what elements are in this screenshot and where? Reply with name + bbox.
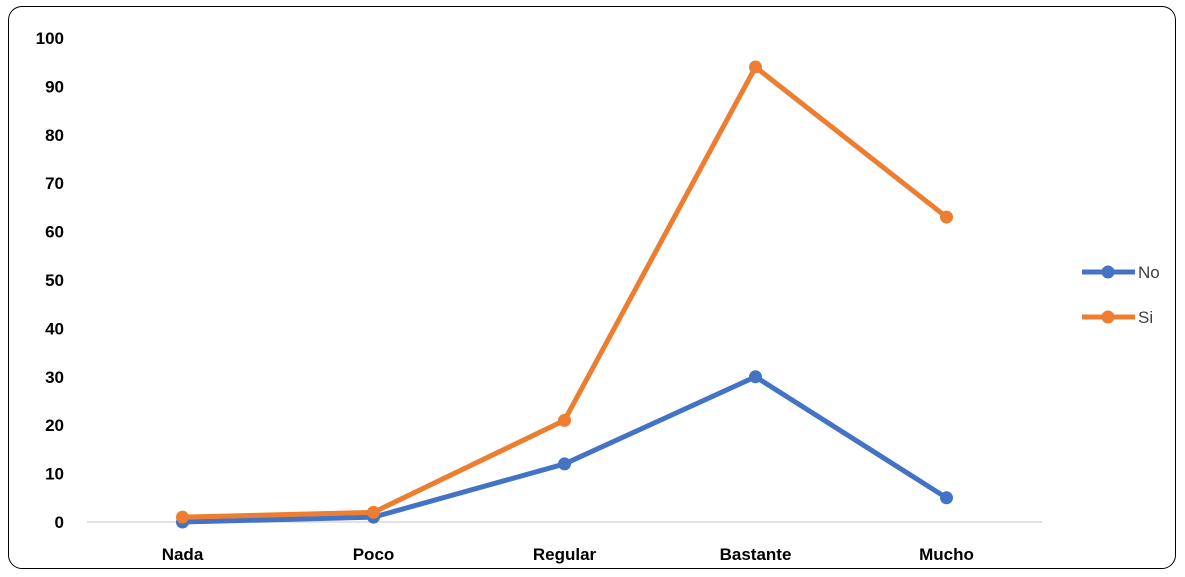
x-tick-label: Regular: [533, 545, 597, 564]
y-axis-ticks: 0 10 20 30 40 50 60 70 80 90 100: [36, 29, 64, 532]
legend: No Si: [1082, 263, 1160, 327]
y-tick-label: 30: [45, 368, 64, 387]
legend-label: Si: [1138, 308, 1153, 327]
y-tick-label: 80: [45, 126, 64, 145]
series-line-no: [180, 374, 949, 525]
data-point-si: [749, 60, 762, 74]
legend-marker-swatch: [1101, 265, 1115, 279]
y-tick-label: 50: [45, 271, 64, 290]
y-tick-label: 100: [36, 29, 64, 48]
data-point-no: [558, 457, 571, 471]
y-tick-label: 40: [45, 319, 64, 338]
x-tick-label: Mucho: [919, 545, 974, 564]
y-tick-label: 90: [45, 77, 64, 96]
y-tick-label: 10: [45, 465, 64, 484]
x-tick-label: Bastante: [720, 545, 792, 564]
x-tick-label: Poco: [353, 545, 395, 564]
series-points: [176, 60, 953, 529]
series-lines: [180, 64, 949, 525]
data-point-no: [749, 370, 762, 384]
legend-item-no: No: [1082, 263, 1160, 282]
data-point-si: [367, 505, 380, 519]
y-tick-label: 20: [45, 416, 64, 435]
y-tick-label: 70: [45, 174, 64, 193]
data-point-si: [558, 413, 571, 427]
data-point-si: [176, 510, 189, 524]
legend-label: No: [1138, 263, 1160, 282]
series-line-si: [180, 64, 949, 520]
x-axis-ticks: Nada Poco Regular Bastante Mucho: [162, 545, 974, 564]
legend-item-si: Si: [1082, 308, 1153, 327]
legend-marker-swatch: [1101, 310, 1115, 324]
x-tick-label: Nada: [162, 545, 204, 564]
y-tick-label: 60: [45, 223, 64, 242]
chart-frame: [8, 6, 1176, 569]
y-tick-label: 0: [55, 513, 64, 532]
data-point-si: [940, 210, 953, 224]
data-point-no: [940, 491, 953, 505]
